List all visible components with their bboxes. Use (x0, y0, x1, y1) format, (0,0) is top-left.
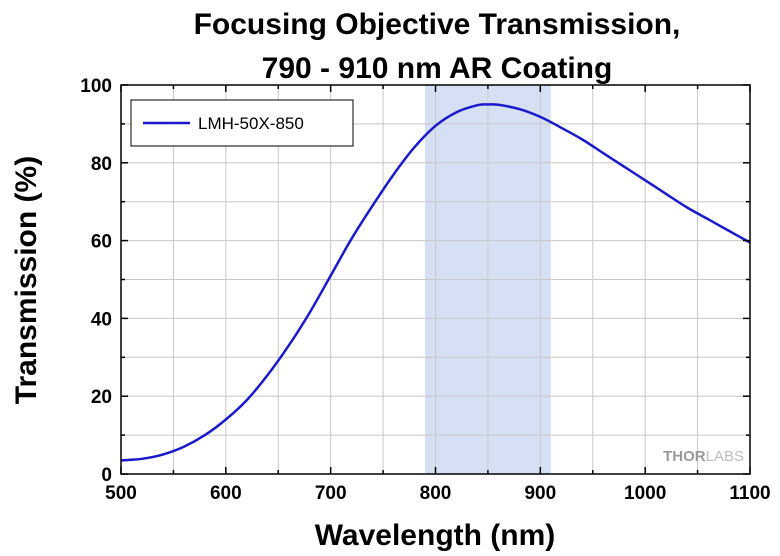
legend: LMH-50X-850 (130, 99, 354, 147)
x-axis-title: Wavelength (nm) (315, 519, 556, 552)
y-tick-label: 100 (80, 76, 112, 97)
legend-label-lmh-50x-850: LMH-50X-850 (198, 114, 304, 133)
y-axis-title: Transmission (%) (10, 156, 43, 404)
x-tick-label: 700 (315, 483, 347, 504)
watermark-thor: THOR (663, 448, 706, 465)
y-tick-label: 0 (101, 465, 112, 486)
chart-title-line2: 790 - 910 nm AR Coating (262, 52, 613, 85)
y-tick-labels: 0 20 40 60 80 100 (80, 76, 112, 486)
x-tick-label: 800 (420, 483, 452, 504)
thorlabs-watermark: THORLABS (663, 448, 744, 465)
watermark-labs: LABS (706, 448, 744, 465)
x-tick-label: 600 (210, 483, 242, 504)
y-tick-label: 80 (91, 154, 112, 175)
x-tick-label: 500 (105, 483, 137, 504)
grid-lines (121, 85, 750, 474)
x-tick-label: 1000 (624, 483, 666, 504)
chart-title-line1: Focusing Objective Transmission, (194, 8, 681, 41)
y-tick-label: 40 (91, 309, 112, 330)
x-tick-label: 900 (524, 483, 556, 504)
x-tick-label: 1100 (729, 483, 770, 504)
y-tick-label: 20 (91, 387, 112, 408)
series-line-lmh-50x-850 (120, 103, 751, 462)
y-tick-label: 60 (91, 232, 112, 253)
axis-ticks (120, 84, 751, 475)
x-tick-labels: 500 600 700 800 900 1000 1100 (105, 483, 770, 504)
series-layer (120, 103, 751, 462)
svg-text:THORLABS: THORLABS (663, 448, 744, 465)
